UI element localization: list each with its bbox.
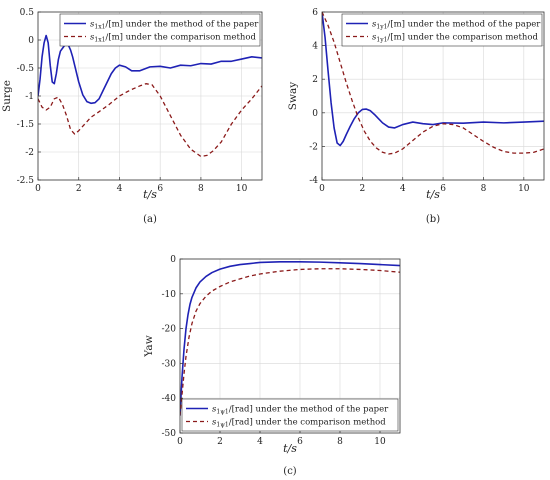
y-tick-label: -1: [25, 92, 34, 102]
legend-entry: s1y1/[m] under the method of the paper: [372, 20, 541, 31]
x-tick-label: 0: [177, 437, 183, 447]
chart-b: 0 2 4 6 8 10 6 4 2 0 -2 -4 t/s Sway (b) s1y1/[m] under …: [287, 8, 545, 225]
legend-entry: s1x1/[m] under the method of the paper: [90, 20, 259, 31]
y-tick-label: 0: [28, 36, 34, 46]
y-tick-label: -40: [162, 394, 177, 404]
legend-box: [181, 398, 399, 432]
x-tick-label: 8: [198, 184, 204, 194]
legend: s1x1/[m] under the method of the paper s1…: [59, 13, 261, 47]
x-tick-label: 8: [337, 437, 343, 447]
x-axis-label: t/s: [143, 188, 157, 201]
y-tick-label: 0: [312, 109, 318, 119]
x-tick-label: 2: [76, 184, 82, 194]
x-axis-label: t/s: [426, 188, 440, 201]
x-tick-label: 6: [157, 184, 163, 194]
legend-entry: s1y1/[m] under the comparison method: [372, 33, 538, 44]
x-tick-label: 4: [257, 437, 263, 447]
y-tick-label: -2: [309, 142, 318, 152]
y-tick-label: 0: [170, 255, 176, 265]
y-tick-label: -30: [162, 359, 177, 369]
plot-frame: [179, 258, 401, 434]
y-axis-label: Yaw: [143, 335, 155, 357]
y-tick-label: 0.5: [20, 8, 35, 18]
x-tick-label: 10: [518, 184, 530, 194]
x-tick-label: 4: [400, 184, 406, 194]
y-axis-label: Sway: [287, 82, 299, 110]
legend-box: [59, 13, 261, 47]
x-tick-label: 6: [297, 437, 303, 447]
series-line-comparison-method: [322, 12, 544, 155]
y-tick-label: -10: [162, 290, 177, 300]
panel-label: (c): [283, 466, 297, 477]
legend-entry: s1ψ1/[rad] under the method of the paper: [212, 405, 389, 416]
x-tick-label: 10: [374, 437, 386, 447]
panel-label: (a): [143, 214, 157, 225]
plot-frame: [321, 11, 545, 181]
y-tick-label: 4: [312, 42, 318, 52]
x-tick-label: 2: [359, 184, 365, 194]
x-axis-label: t/s: [283, 442, 297, 455]
y-tick-label: -4: [309, 176, 318, 186]
y-axis-label: Surge: [1, 80, 13, 112]
legend: s1y1/[m] under the method of the paper s1…: [341, 13, 543, 47]
series-line-paper-method: [38, 34, 262, 105]
y-tick-label: -1.5: [17, 120, 35, 130]
y-tick-label: -50: [162, 429, 177, 439]
x-tick-label: 10: [236, 184, 248, 194]
series-line-paper-method: [322, 12, 544, 147]
legend: s1ψ1/[rad] under the method of the paper…: [181, 398, 399, 432]
y-tick-label: 2: [312, 75, 318, 85]
chart-a: 0 2 4 6 8 10 0.5 0 -0.5 -1 -1.5 -2 -2.5 t/s Surge (a) s1…: [1, 8, 263, 225]
series-line-comparison-method: [180, 268, 400, 416]
y-tick-label: -2.5: [17, 176, 35, 186]
y-tick-label: -20: [162, 325, 177, 335]
series-line-comparison-method: [38, 83, 262, 158]
legend-box: [341, 13, 543, 47]
y-tick-label: 6: [312, 8, 318, 18]
x-tick-label: 6: [440, 184, 446, 194]
x-tick-label: 0: [319, 184, 325, 194]
x-tick-label: 0: [35, 184, 41, 194]
series-line-paper-method: [180, 260, 400, 416]
y-tick-label: -2: [25, 148, 34, 158]
panel-label: (b): [426, 214, 440, 225]
y-tick-label: -0.5: [17, 64, 35, 74]
legend-entry: s1ψ1/[rad] under the comparison method: [212, 418, 386, 429]
x-tick-label: 4: [117, 184, 123, 194]
chart-c: 0 2 4 6 8 10 0 -10 -20 -30 -40 -50 t/s Yaw (c) s1ψ1/[ra…: [143, 255, 401, 477]
x-tick-label: 8: [481, 184, 487, 194]
legend-entry: s1x1/[m] under the comparison method: [90, 33, 256, 44]
x-tick-label: 2: [217, 437, 223, 447]
